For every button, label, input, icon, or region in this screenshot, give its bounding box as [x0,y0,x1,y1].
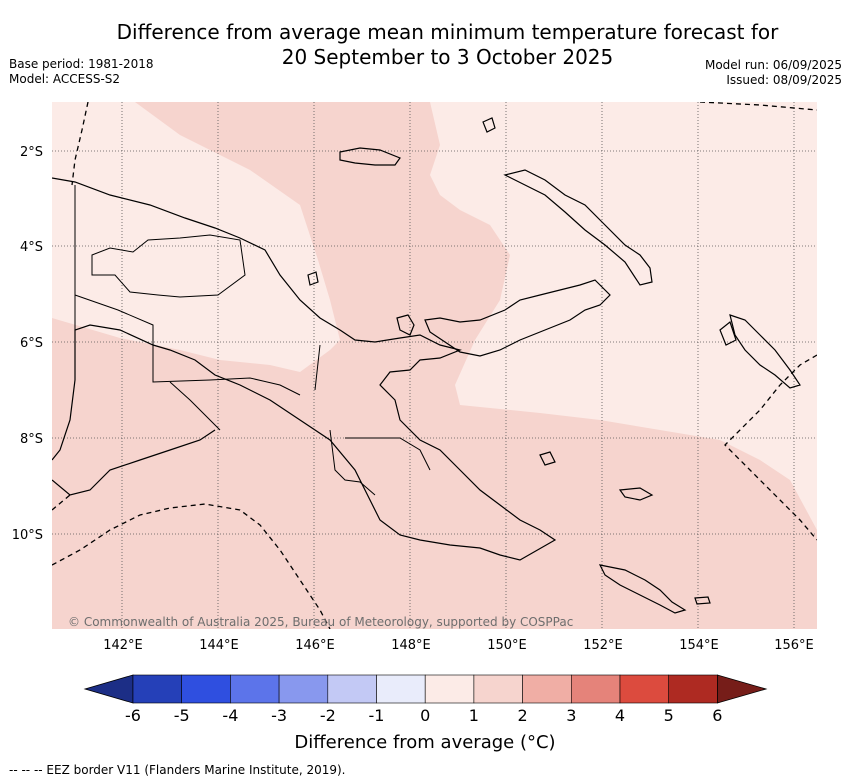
base-period: Base period: 1981-2018 [9,57,154,71]
colorbar-tick-label: -4 [222,706,238,725]
lat-label-6s: 6°S [20,336,43,351]
colorbar-segment [570,674,621,704]
colorbar-tick-label: 2 [518,706,528,725]
colorbar-title: Difference from average (°C) [294,732,556,753]
colorbar-segment [424,674,475,704]
lat-label-4s: 4°S [20,240,43,255]
colorbar-segment [619,674,670,704]
anomaly-0-to-1-region-west [52,102,340,372]
colorbar-segment [473,674,523,704]
colorbar-tick-label: 5 [664,706,674,725]
metadata-left: Base period: 1981-2018 Model: ACCESS-S2 [9,57,154,87]
issued-date: Issued: 08/09/2025 [726,73,842,87]
anomaly-0-to-1-region-east [430,102,817,530]
model-name: Model: ACCESS-S2 [9,72,121,86]
manus-island [339,147,401,166]
coastlines [52,117,801,614]
graticule [52,102,817,629]
latitude-labels: 2°S 4°S 6°S 8°S 10°S [12,145,43,543]
bougainville [729,314,801,389]
lon-label-144e: 144°E [199,638,239,653]
colorbar-tick-label: -5 [174,706,190,725]
map-area: © Commonwealth of Australia 2025, Bureau… [52,102,817,629]
colorbar-segment [230,674,280,704]
lon-label-146e: 146°E [295,638,335,653]
new-ireland [503,169,653,286]
colorbar-segment [522,674,572,704]
colorbar-extend-high [717,674,768,704]
lon-label-142e: 142°E [103,638,143,653]
colorbar-tick-label: 6 [712,706,722,725]
colorbar-segment [327,674,377,704]
colorbar [83,674,768,704]
colorbar-tick-label: -6 [125,706,141,725]
lon-label-154e: 154°E [679,638,719,653]
eez-border [52,102,817,629]
footnote-eez: -- -- -- EEZ border V11 (Flanders Marine… [9,763,346,777]
title-line-2: 20 September to 3 October 2025 [281,45,614,69]
colorbar-tick-labels: -6 -5 -4 -3 -2 -1 0 1 2 3 4 5 6 [125,706,722,725]
colorbar-segment [132,674,183,704]
colorbar-tick-label: 1 [469,706,479,725]
colorbar-segment [181,674,231,704]
colorbar-extend-low [83,674,134,704]
colorbar-tick-label: 4 [615,706,625,725]
province-borders [74,185,431,496]
copyright-notice: © Commonwealth of Australia 2025, Bureau… [68,615,573,629]
longitude-labels: 142°E 144°E 146°E 148°E 150°E 152°E 154°… [103,638,814,653]
colorbar-tick-label: 0 [420,706,430,725]
model-run: Model run: 06/09/2025 [704,58,842,72]
colorbar-tick-label: -1 [369,706,385,725]
title-line-1: Difference from average mean minimum tem… [116,20,779,44]
lon-label-156e: 156°E [774,638,814,653]
lat-label-2s: 2°S [20,145,43,160]
colorbar-segment [668,674,718,704]
colorbar-tick-label: 3 [566,706,576,725]
new-guinea-coast [52,177,557,561]
lon-label-150e: 150°E [487,638,527,653]
colorbar-segment [376,674,426,704]
metadata-right: Model run: 06/09/2025 Issued: 08/09/2025 [705,58,842,88]
lon-label-148e: 148°E [391,638,431,653]
map-title: Difference from average mean minimum tem… [60,20,835,70]
colorbar-tick-label: -3 [271,706,287,725]
new-britain [424,279,611,357]
colorbar-tick-label: -2 [320,706,336,725]
lat-label-8s: 8°S [20,432,43,447]
lon-label-152e: 152°E [583,638,623,653]
lat-label-10s: 10°S [12,528,43,543]
colorbar-segment [278,674,329,704]
